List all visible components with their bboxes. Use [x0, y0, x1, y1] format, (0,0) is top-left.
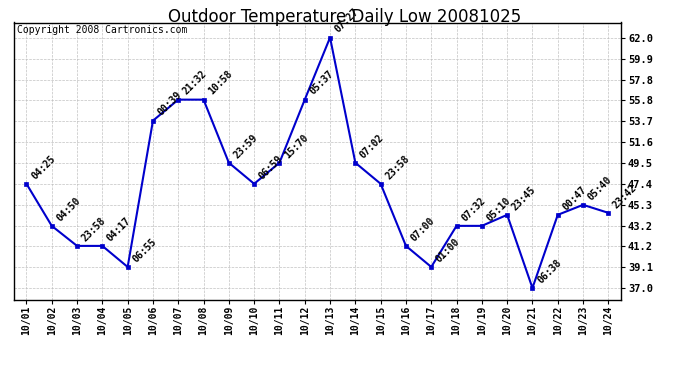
Text: 04:50: 04:50	[55, 195, 82, 223]
Text: 23:58: 23:58	[80, 215, 108, 243]
Text: 23:45: 23:45	[510, 184, 538, 212]
Text: 05:10: 05:10	[484, 195, 513, 223]
Text: 00:39: 00:39	[156, 90, 184, 118]
Text: 01:00: 01:00	[434, 236, 462, 264]
Text: 07:27: 07:27	[333, 7, 361, 35]
Text: 06:38: 06:38	[535, 257, 563, 285]
Text: 21:32: 21:32	[181, 69, 209, 97]
Text: Copyright 2008 Cartronics.com: Copyright 2008 Cartronics.com	[17, 25, 187, 35]
Text: 10:58: 10:58	[206, 69, 234, 97]
Text: 23:59: 23:59	[232, 132, 259, 160]
Text: 07:02: 07:02	[358, 132, 386, 160]
Text: 05:37: 05:37	[308, 69, 335, 97]
Text: 07:00: 07:00	[408, 215, 437, 243]
Text: 23:42: 23:42	[611, 182, 639, 210]
Text: 00:47: 00:47	[560, 184, 589, 212]
Text: 06:59: 06:59	[257, 153, 285, 181]
Text: 06:55: 06:55	[130, 236, 158, 264]
Text: 04:17: 04:17	[105, 215, 133, 243]
Text: 07:32: 07:32	[460, 195, 487, 223]
Text: 15:70: 15:70	[282, 132, 310, 160]
Text: 23:58: 23:58	[384, 153, 411, 181]
Text: Outdoor Temperature Daily Low 20081025: Outdoor Temperature Daily Low 20081025	[168, 8, 522, 26]
Text: 04:25: 04:25	[29, 153, 57, 181]
Text: 05:40: 05:40	[586, 174, 613, 202]
